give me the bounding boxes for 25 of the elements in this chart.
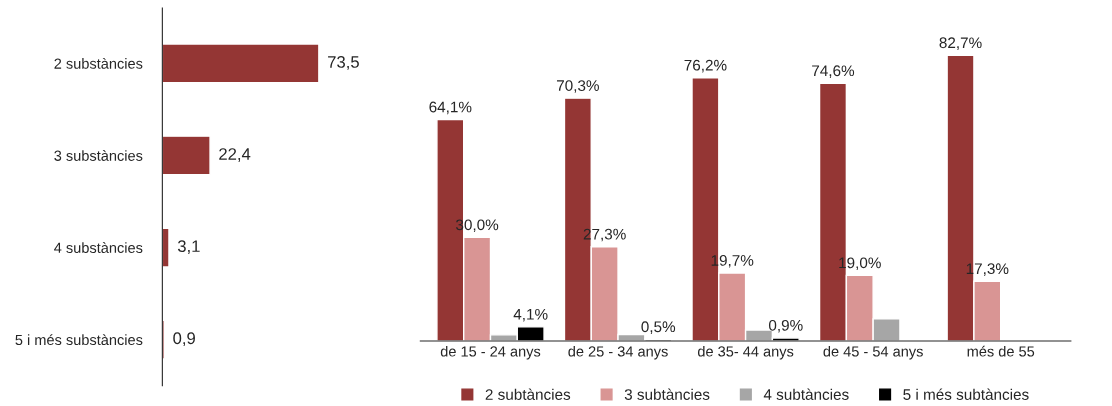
data-label: 74,6%: [812, 65, 855, 78]
legend-label: 5 i més subtàncies: [903, 388, 1029, 400]
data-label: 70,3%: [556, 80, 599, 93]
data-label: 0,9%: [768, 319, 803, 333]
y-tick-label: 4 substàncies: [54, 242, 143, 253]
data-label: 64,1%: [429, 101, 472, 115]
x-tick-label: de 35- 44 anys: [697, 345, 794, 360]
data-label: 4,1%: [513, 308, 548, 322]
legend-label: 4 subtàncies: [763, 388, 849, 400]
data-label: 76,2%: [684, 59, 727, 73]
data-label: 0,9: [173, 332, 195, 347]
x-tick-label: de 25 - 34 anys: [568, 345, 668, 360]
data-label: 82,7%: [939, 37, 982, 50]
data-label: 3,1: [177, 240, 200, 254]
legend-label: 3 subtàncies: [624, 388, 710, 400]
data-label: 0,5%: [641, 321, 676, 334]
data-label: 73,5: [328, 56, 359, 70]
x-tick-label: de 45 - 54 anys: [823, 345, 923, 360]
x-tick-label: més de 55: [967, 345, 1035, 357]
y-tick-label: 2 substàncies: [54, 57, 143, 69]
y-tick-label: 5 i més substàncies: [15, 334, 143, 346]
x-tick-label: de 15 - 24 anys: [440, 345, 541, 360]
y-tick-label: 3 substàncies: [54, 150, 143, 161]
legend-label: 2 subtàncies: [485, 388, 571, 400]
data-label: 22,4: [219, 148, 251, 162]
